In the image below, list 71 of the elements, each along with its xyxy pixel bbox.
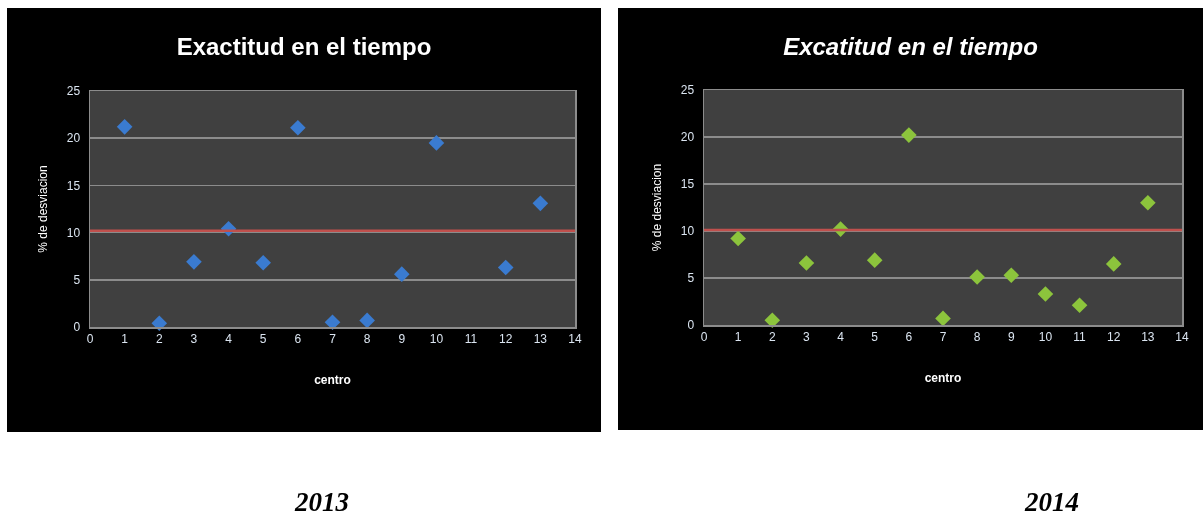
x-tick-label: 1	[121, 331, 129, 346]
y-axis-title: % de desviacion	[36, 165, 51, 253]
point	[532, 195, 549, 212]
text: 2014	[1025, 486, 1079, 519]
point	[359, 312, 375, 329]
chart-title: Exactitud en el tiempo	[176, 33, 432, 61]
x-tick-label: 4	[225, 331, 233, 346]
x-tick-label: 11	[1073, 329, 1087, 344]
point	[969, 269, 985, 285]
point	[798, 255, 815, 271]
x-tick-label: 11	[464, 331, 478, 346]
x-tick-label: 5	[871, 329, 879, 344]
y-tick-label: 5	[687, 271, 695, 286]
x-tick-label: 7	[939, 329, 947, 344]
x-axis-title: centro	[924, 370, 962, 385]
x-tick-label: 6	[905, 329, 913, 344]
point	[497, 259, 514, 276]
x-tick-label: 3	[803, 329, 811, 344]
x-tick-label: 12	[1107, 329, 1121, 344]
x-tick-label: 10	[1038, 329, 1053, 344]
y-tick-label: 20	[680, 130, 695, 145]
x-tick-label: 8	[363, 331, 371, 346]
point	[1140, 195, 1156, 211]
y-tick-label: 20	[66, 131, 81, 146]
y-tick-label: 5	[73, 273, 81, 287]
x-tick-label: 6	[294, 331, 302, 346]
x-axis-title: centro	[314, 372, 351, 387]
point	[255, 255, 272, 271]
point	[866, 252, 883, 268]
point	[324, 314, 341, 331]
x-tick-label: 0	[700, 329, 708, 344]
x-tick-label: 5	[259, 331, 267, 346]
x-tick-label: 2	[768, 329, 776, 344]
point	[116, 119, 133, 135]
point	[1105, 256, 1122, 272]
chart-title: Excatitud en el tiempo	[783, 33, 1038, 61]
y-tick-label: 0	[687, 318, 695, 333]
point	[1003, 267, 1020, 283]
point	[730, 230, 746, 247]
x-tick-label: 9	[398, 331, 406, 346]
y-tick-label: 15	[66, 178, 81, 193]
x-tick-label: 4	[837, 329, 845, 344]
point	[1037, 286, 1054, 302]
x-tick-label: 1	[734, 329, 742, 344]
x-tick-label: 14	[1175, 329, 1189, 344]
x-tick-label: 13	[1141, 329, 1155, 344]
text: 2013	[295, 486, 349, 519]
y-tick-label: 25	[66, 84, 81, 99]
point	[1071, 297, 1088, 314]
x-tick-label: 10	[429, 331, 444, 346]
y-tick-label: 10	[680, 224, 695, 239]
point	[935, 310, 951, 327]
y-tick-label: 25	[680, 83, 695, 98]
x-tick-label: 3	[190, 331, 198, 346]
x-tick-label: 8	[973, 329, 981, 344]
point	[901, 127, 917, 143]
x-tick-label: 13	[533, 331, 548, 346]
point	[764, 312, 781, 329]
point	[186, 254, 202, 270]
point	[393, 266, 410, 282]
y-axis-title: % de desviacion	[650, 163, 665, 252]
point	[290, 120, 306, 136]
x-tick-label: 9	[1007, 329, 1015, 344]
x-tick-label: 7	[329, 331, 337, 346]
y-tick-label: 15	[680, 177, 695, 192]
x-tick-label: 12	[499, 331, 513, 346]
y-tick-label: 10	[66, 225, 81, 240]
x-tick-label: 2	[155, 331, 163, 346]
x-tick-label: 0	[86, 331, 94, 346]
x-tick-label: 14	[568, 331, 582, 346]
point	[428, 135, 445, 151]
